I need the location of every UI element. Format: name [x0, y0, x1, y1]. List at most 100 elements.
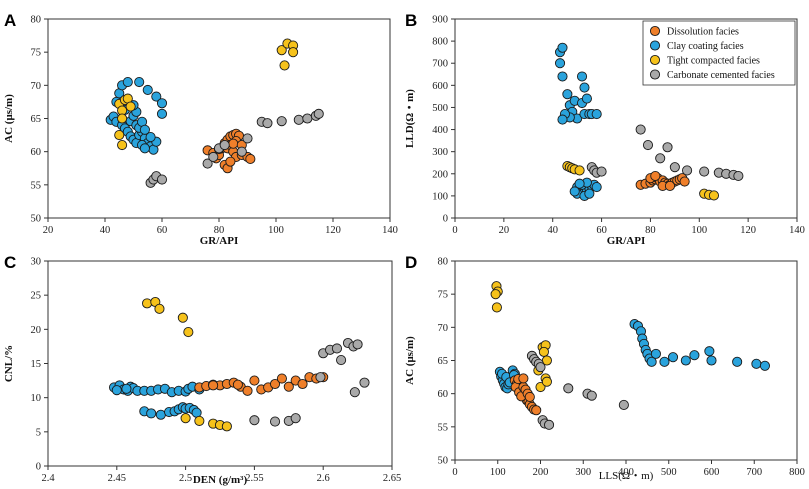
- data-point: [349, 387, 360, 398]
- data-point: [591, 109, 602, 120]
- x-axis-label: GR/API: [200, 235, 239, 247]
- y-tick-label: 300: [432, 147, 448, 158]
- data-point: [591, 181, 602, 193]
- data-point: [114, 130, 125, 141]
- y-axis-label: AC (μs/m): [404, 336, 416, 385]
- y-tick-label: 10: [31, 393, 42, 404]
- data-point: [151, 91, 162, 102]
- chart-panel-a: 20 40 60 80 100 120 14050556065707580GR/APIAC …: [3, 11, 398, 247]
- y-tick-label: 400: [432, 125, 448, 136]
- data-point: [596, 166, 607, 177]
- data-point: [156, 174, 168, 185]
- data-point: [208, 380, 219, 391]
- y-tick-label: 700: [432, 59, 448, 70]
- data-point: [331, 343, 343, 354]
- data-point: [315, 372, 326, 383]
- data-point: [635, 124, 646, 135]
- data-point: [569, 186, 580, 197]
- y-tick-label: 60: [31, 147, 42, 158]
- y-axis-label: LLD(Ω・m): [404, 89, 416, 148]
- data-point: [142, 84, 153, 96]
- legend-label: Dissolution facies: [667, 27, 739, 38]
- y-tick-label: 30: [31, 257, 42, 268]
- x-tick-label: 2.5: [179, 473, 192, 484]
- y-tick-label: 25: [31, 291, 42, 302]
- legend-box: [642, 20, 796, 86]
- data-point: [262, 118, 273, 129]
- x-tick-label: 300: [575, 467, 591, 478]
- x-tick-label: 80: [645, 225, 656, 236]
- legend: Dissolution facies Clay coating facies Tig…: [642, 20, 796, 86]
- y-tick-label: 5: [36, 427, 41, 438]
- data-point: [121, 383, 132, 394]
- x-tick-label: 120: [740, 225, 756, 236]
- panel-letter: A: [4, 11, 16, 30]
- data-point: [704, 346, 715, 357]
- data-point: [518, 373, 529, 384]
- data-point: [706, 355, 717, 366]
- data-point: [490, 289, 501, 300]
- x-tick-label: 2.4: [41, 473, 55, 484]
- data-point: [142, 298, 153, 309]
- data-point: [557, 42, 568, 53]
- data-point: [242, 385, 253, 396]
- chart-panel-b: 0 20 40 60 80 100 120 140 0 100 200 300 400 500 600 700…: [404, 11, 805, 247]
- y-tick-label: 900: [432, 15, 448, 26]
- data-point: [336, 355, 347, 366]
- data-point: [584, 188, 595, 199]
- x-tick-label: 2.55: [245, 473, 263, 484]
- data-point: [544, 419, 555, 430]
- data-point: [139, 143, 150, 154]
- x-tick-label: 2.45: [108, 473, 126, 484]
- data-point: [145, 132, 156, 143]
- y-tick-label: 80: [31, 15, 42, 26]
- data-point: [679, 176, 690, 187]
- y-tick-label: 800: [432, 37, 448, 48]
- y-tick-label: 50: [438, 456, 449, 467]
- x-tick-label: 140: [382, 225, 398, 236]
- data-point: [242, 133, 253, 144]
- x-axis-label: GR/API: [607, 235, 646, 247]
- x-tick-label: 80: [214, 225, 225, 236]
- series-tight: [142, 296, 232, 432]
- data-point: [221, 421, 232, 432]
- data-point: [283, 381, 294, 392]
- x-tick-label: 60: [157, 225, 168, 236]
- data-point: [183, 327, 194, 338]
- y-tick-label: 200: [432, 169, 448, 180]
- data-point: [194, 415, 205, 426]
- data-point: [180, 413, 191, 424]
- data-point: [117, 139, 128, 151]
- series-carbonate: [145, 108, 324, 188]
- x-tick-label: 20: [499, 225, 510, 236]
- x-tick-label: 2.65: [383, 473, 401, 484]
- panel-letter: B: [405, 11, 417, 30]
- data-point: [699, 166, 710, 177]
- y-tick-label: 0: [443, 214, 448, 225]
- data-point: [538, 346, 549, 357]
- series-dissolution: [635, 170, 690, 191]
- y-tick-label: 55: [31, 180, 42, 191]
- data-point: [562, 89, 573, 100]
- data-point: [650, 170, 661, 182]
- x-tick-label: 400: [618, 467, 634, 478]
- y-tick-label: 500: [432, 103, 448, 114]
- y-tick-label: 80: [438, 257, 449, 268]
- x-tick-label: 100: [691, 225, 707, 236]
- series-clay: [108, 380, 205, 420]
- series-tight: [114, 38, 299, 151]
- legend-marker: [649, 40, 661, 51]
- data-point: [313, 108, 324, 119]
- chart-panel-d: 0 100 200 300 400 500 600 700 800 50 55 60 65 70 75 80 L…: [404, 253, 805, 482]
- data-point: [579, 82, 590, 93]
- data-point: [219, 139, 230, 151]
- data-point: [269, 416, 281, 427]
- y-axis-label: AC (μs/m): [3, 94, 15, 143]
- y-tick-label: 75: [31, 48, 42, 59]
- series-carbonate: [586, 124, 744, 182]
- data-point: [574, 165, 585, 176]
- data-point: [576, 71, 588, 82]
- data-point: [290, 413, 301, 424]
- data-point: [669, 162, 680, 173]
